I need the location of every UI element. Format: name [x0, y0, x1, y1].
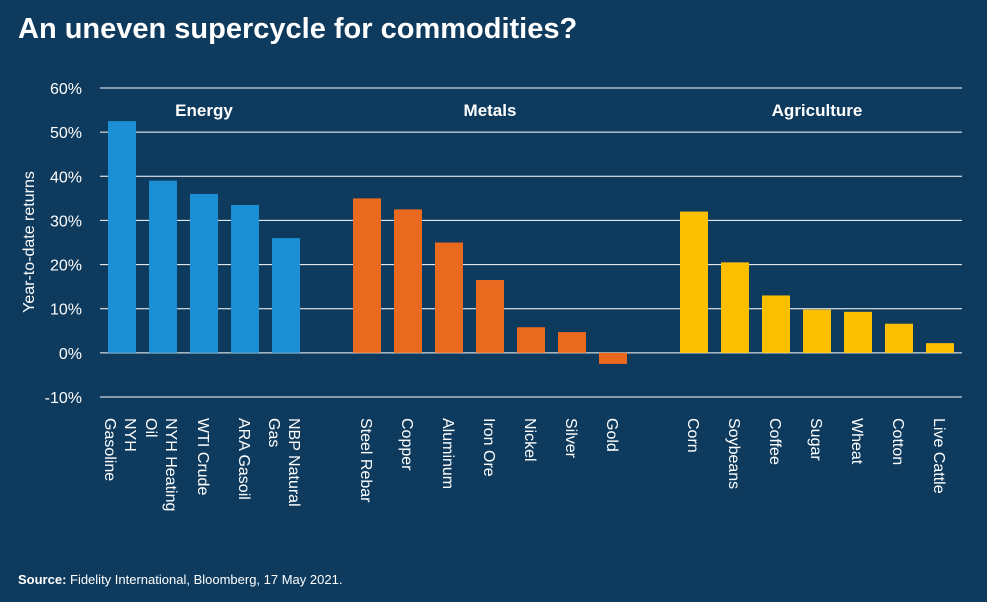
x-tick-label-line: Wheat	[848, 418, 865, 465]
x-tick-label-line: NYH	[121, 418, 138, 452]
x-tick-label: Sugar	[807, 418, 824, 461]
bar	[108, 121, 136, 353]
x-tick-label: Iron Ore	[480, 418, 497, 477]
x-tick-label: Nickel	[521, 418, 538, 462]
chart-title: An uneven supercycle for commodities?	[18, 13, 577, 45]
bar	[190, 193, 218, 353]
x-tick-label: Steel Rebar	[357, 418, 374, 503]
y-tick-label: 20%	[50, 258, 82, 275]
y-tick-label: 40%	[50, 169, 82, 186]
bar	[762, 295, 790, 353]
bar	[149, 180, 177, 353]
x-tick-label: Soybeans	[725, 418, 742, 489]
source: Fidelity International, Bloomberg, 17 Ma…	[70, 572, 342, 587]
x-tick-label: NBP NaturalGas	[265, 418, 302, 507]
x-tick-label-line: Steel Rebar	[357, 418, 374, 503]
x-tick-label: Copper	[398, 418, 415, 471]
bar	[721, 262, 749, 353]
x-tick-label-line: Copper	[398, 418, 415, 471]
y-tick-label: -10%	[45, 390, 82, 407]
y-axis-label: Year-to-date returns	[21, 171, 38, 313]
x-tick-label: Wheat	[848, 418, 865, 465]
x-tick-label: Live Cattle	[930, 418, 947, 494]
bar	[844, 311, 872, 353]
x-tick-label-line: Gasoline	[101, 418, 118, 481]
bar	[231, 204, 259, 353]
bar	[476, 280, 504, 353]
bar	[885, 323, 913, 353]
x-tick-label: Silver	[562, 418, 579, 459]
group-label: Agriculture	[772, 101, 863, 120]
x-tick-label-line: Coffee	[766, 418, 783, 465]
x-tick-label-line: Corn	[684, 418, 701, 453]
x-tick-label: ARA Gasoil	[235, 418, 252, 500]
group-label: Energy	[175, 101, 233, 120]
x-tick-label: Gold	[603, 418, 620, 452]
group-label: Metals	[464, 101, 517, 120]
x-tick-label-line: Iron Ore	[480, 418, 497, 477]
bar	[435, 242, 463, 353]
bar	[599, 352, 627, 364]
x-tick-label-line: Gold	[603, 418, 620, 452]
x-tick-label-line: Silver	[562, 418, 579, 459]
x-tick-label-line: Oil	[142, 418, 159, 438]
y-tick-label: 0%	[59, 346, 82, 363]
x-tick-label: Cotton	[889, 418, 906, 465]
bar	[353, 198, 381, 353]
x-tick-label-line: Cotton	[889, 418, 906, 465]
bar	[803, 309, 831, 353]
x-tick-label-line: Sugar	[807, 418, 824, 461]
bar	[272, 238, 300, 353]
x-tick-label-line: Gas	[265, 418, 282, 447]
bar	[394, 209, 422, 353]
x-tick-label-line: NBP Natural	[285, 418, 302, 507]
source-label: Source:	[18, 572, 66, 587]
x-tick-label: NYHGasoline	[101, 418, 138, 481]
x-tick-label-line: Soybeans	[725, 418, 742, 489]
x-tick-label-line: Live Cattle	[930, 418, 947, 494]
x-tick-label-line: NYH Heating	[162, 418, 179, 511]
bar	[926, 343, 954, 353]
y-tick-label: 30%	[50, 213, 82, 230]
x-tick-label-line: Aluminum	[439, 418, 456, 489]
y-tick-label: 50%	[50, 125, 82, 142]
x-tick-label: Corn	[684, 418, 701, 453]
x-tick-label: NYH HeatingOil	[142, 418, 179, 511]
x-tick-label-line: ARA Gasoil	[235, 418, 252, 500]
x-tick-label-line: WTI Crude	[194, 418, 211, 495]
x-tick-label: Aluminum	[439, 418, 456, 489]
bar	[558, 332, 586, 353]
y-tick-label: 60%	[50, 81, 82, 98]
bar	[517, 327, 545, 353]
x-tick-label: WTI Crude	[194, 418, 211, 495]
x-tick-label-line: Nickel	[521, 418, 538, 462]
x-tick-label: Coffee	[766, 418, 783, 465]
y-tick-label: 10%	[50, 302, 82, 319]
bar	[680, 211, 708, 353]
